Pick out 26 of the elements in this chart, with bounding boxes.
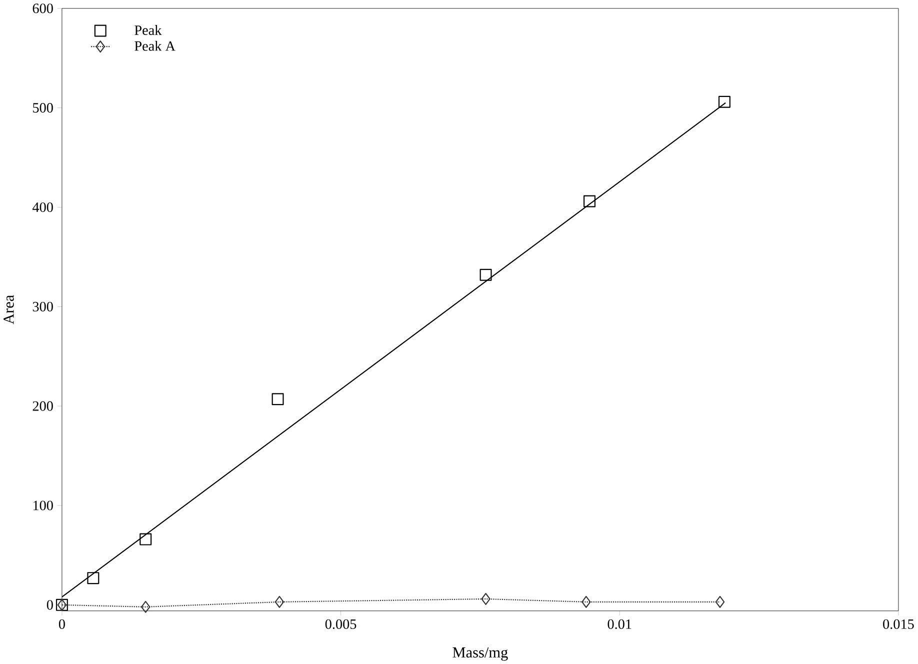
point [140,533,152,546]
y-tick-label: 400 [32,202,53,212]
point [87,572,100,584]
y-tick-label: 0 [46,600,53,610]
point [715,596,725,608]
point [480,268,492,281]
y-tick-label: 500 [33,102,53,112]
y-tick-label: 600 [32,3,53,14]
point [140,600,150,613]
point [584,195,596,208]
point [718,96,730,108]
point [272,392,284,405]
point [274,596,284,608]
y-tick-label: 300 [32,302,53,312]
x-axis-title: Mass/mg [452,647,508,661]
legend-label: Peak [134,24,162,35]
legend-label: Peak A [134,40,176,51]
point [582,596,591,608]
y-axis-title: Area [4,294,14,324]
x-tick-label: 0.01 [608,619,632,629]
point [481,592,490,605]
x-tick-label: 0.015 [883,619,914,629]
x-tick-label: 0 [58,619,65,629]
y-tick-label: 200 [32,401,53,411]
x-tick-label: 0.005 [325,619,356,629]
y-tick-label: 100 [33,500,53,510]
